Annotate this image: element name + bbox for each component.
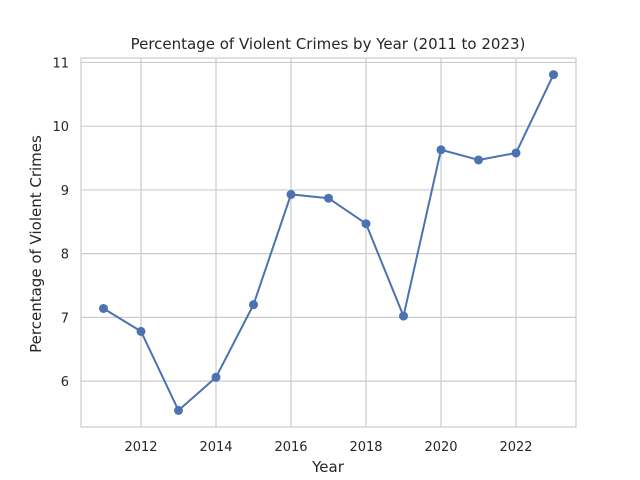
data-point (249, 300, 258, 310)
data-point (99, 303, 108, 313)
x-tick-label: 2016 (274, 440, 307, 455)
data-point (511, 148, 521, 158)
y-tick-label: 8 (61, 248, 69, 263)
y-tick-label: 10 (52, 120, 69, 135)
x-tick-label: 2014 (199, 440, 232, 455)
series-group (99, 70, 558, 415)
data-point (474, 155, 483, 165)
data-point (174, 405, 183, 415)
data-point (286, 189, 296, 199)
x-axis-ticks: 2012 2014 2016 2018 2020 2022 (124, 440, 532, 455)
y-tick-label: 9 (61, 184, 69, 199)
data-point (436, 145, 446, 155)
y-tick-label: 7 (61, 311, 69, 326)
x-tick-label: 2018 (349, 440, 382, 455)
y-axis-ticks: 6 7 8 9 10 11 (52, 56, 69, 390)
y-axis-label: Percentage of Violent Crimes (27, 135, 45, 353)
y-tick-label: 6 (61, 375, 69, 390)
x-tick-label: 2012 (124, 440, 157, 455)
data-point (211, 372, 221, 382)
y-tick-label: 11 (52, 56, 69, 71)
x-tick-label: 2020 (424, 440, 457, 455)
chart-title: Percentage of Violent Crimes by Year (20… (131, 35, 526, 53)
x-axis-label: Year (311, 458, 345, 476)
plot-frame (80, 57, 577, 428)
data-point (136, 326, 146, 336)
x-tick-label: 2022 (499, 440, 532, 455)
data-point (361, 219, 371, 229)
data-point (399, 311, 408, 321)
data-point (549, 70, 558, 80)
data-point (324, 193, 333, 203)
